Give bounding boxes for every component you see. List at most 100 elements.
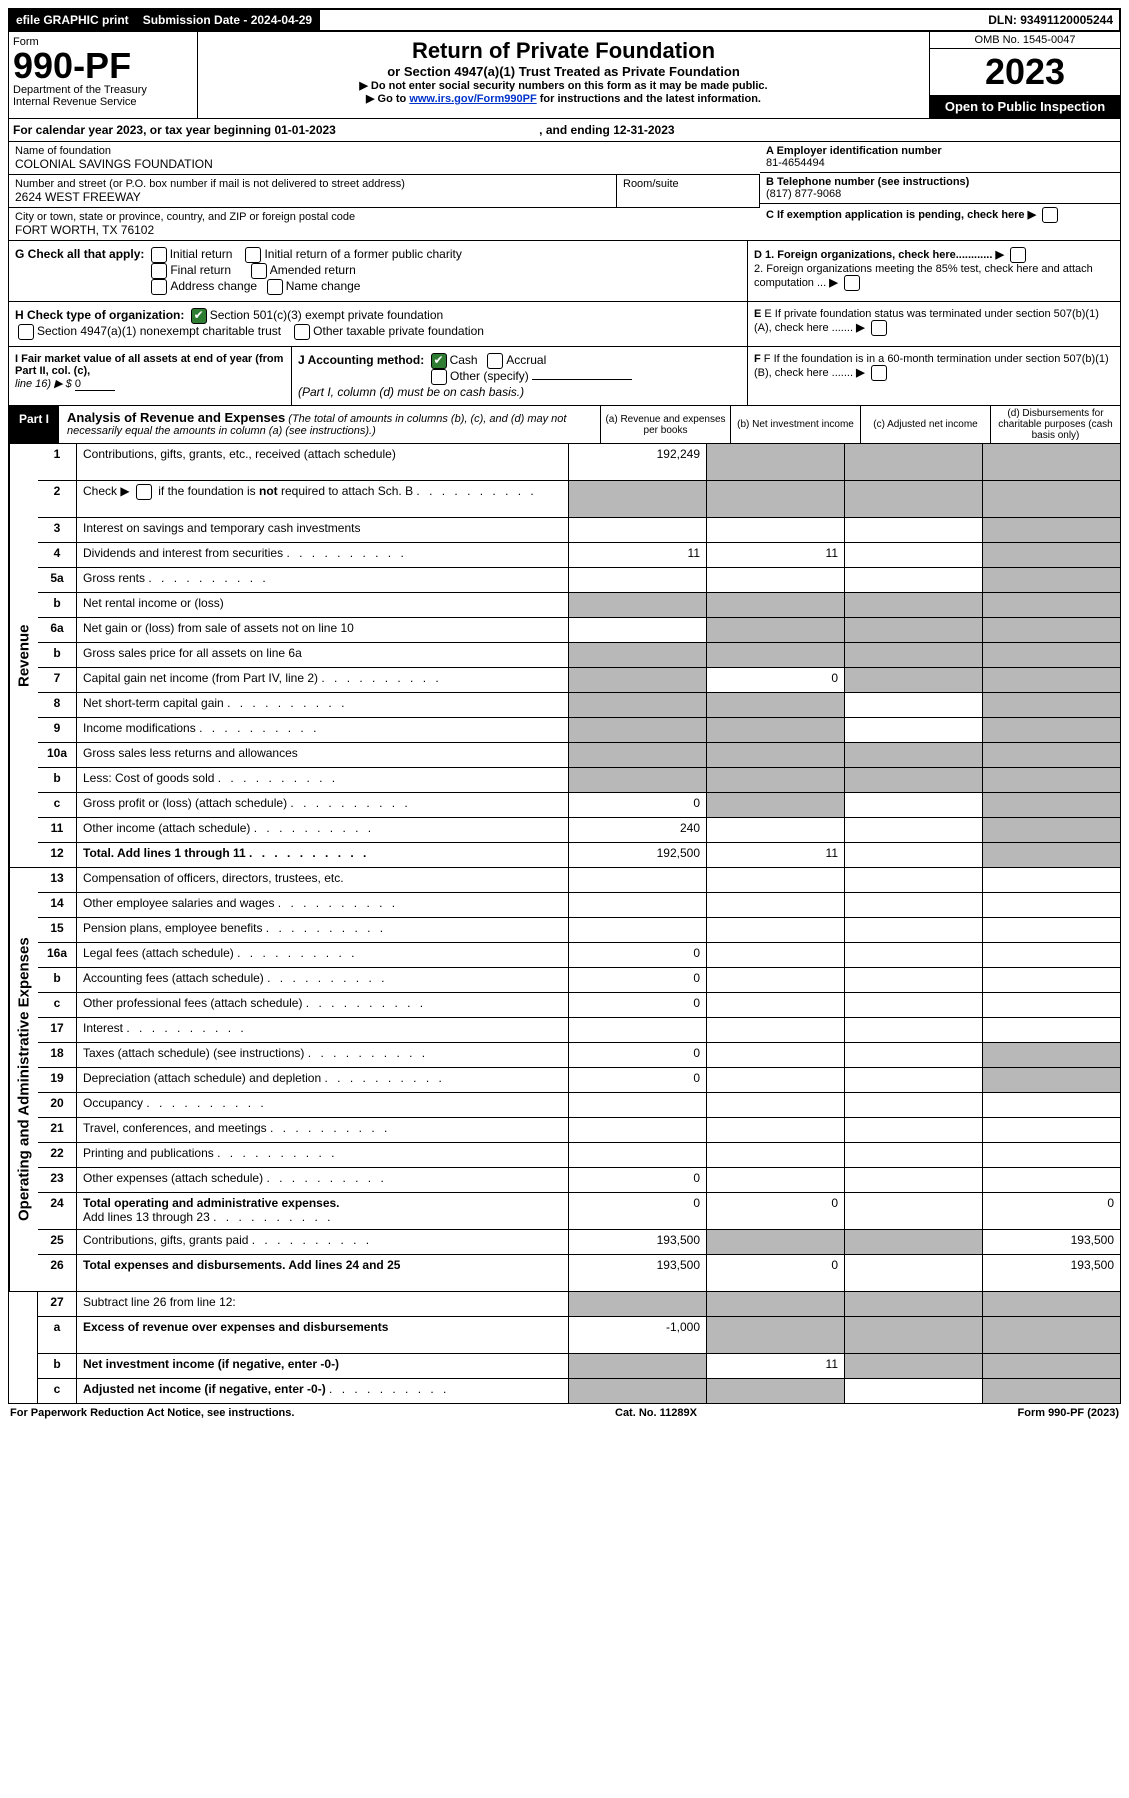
l26-label: Total expenses and disbursements. Add li… bbox=[77, 1255, 569, 1291]
form-number: 990-PF bbox=[13, 48, 193, 84]
l16b-label: Accounting fees (attach schedule) bbox=[77, 968, 569, 992]
chk-other-acct[interactable] bbox=[431, 369, 447, 385]
d2-label: 2. Foreign organizations meeting the 85%… bbox=[754, 263, 1093, 289]
g-o3: Final return bbox=[170, 263, 231, 277]
j-block: J Accounting method: ✔Cash Accrual Other… bbox=[292, 347, 748, 405]
l6a-label: Net gain or (loss) from sale of assets n… bbox=[77, 618, 569, 642]
ein-label: A Employer identification number bbox=[766, 145, 1114, 157]
l22-label: Printing and publications bbox=[77, 1143, 569, 1167]
l25-d: 193,500 bbox=[983, 1230, 1120, 1254]
l11-label: Other income (attach schedule) bbox=[77, 818, 569, 842]
chk-d2[interactable] bbox=[844, 275, 860, 291]
exemption-label: C If exemption application is pending, c… bbox=[766, 209, 1025, 221]
phone-value: (817) 877-9068 bbox=[766, 188, 1114, 200]
irs-link[interactable]: www.irs.gov/Form990PF bbox=[409, 93, 536, 105]
i-label: I Fair market value of all assets at end… bbox=[15, 353, 283, 377]
h-label: H Check type of organization: bbox=[15, 308, 184, 322]
l2-label: Check ▶ if the foundation is not require… bbox=[77, 481, 569, 517]
name-row: Name of foundation COLONIAL SAVINGS FOUN… bbox=[9, 142, 760, 175]
phone-label: B Telephone number (see instructions) bbox=[766, 176, 1114, 188]
j-accrual: Accrual bbox=[506, 353, 546, 367]
chk-d1[interactable] bbox=[1010, 247, 1026, 263]
l24-label: Total operating and administrative expen… bbox=[77, 1193, 569, 1229]
l13-label: Compensation of officers, directors, tru… bbox=[77, 868, 569, 892]
l17-label: Interest bbox=[77, 1018, 569, 1042]
g-o1: Initial return bbox=[170, 247, 233, 261]
city: FORT WORTH, TX 76102 bbox=[15, 223, 754, 237]
l26-a: 193,500 bbox=[569, 1255, 707, 1291]
l10c-label: Gross profit or (loss) (attach schedule) bbox=[77, 793, 569, 817]
l27a-label: Excess of revenue over expenses and disb… bbox=[77, 1317, 569, 1353]
col-d-head: (d) Disbursements for charitable purpose… bbox=[991, 406, 1120, 443]
part1-header: Part I Analysis of Revenue and Expenses … bbox=[8, 406, 1121, 444]
part1-text: Analysis of Revenue and Expenses (The to… bbox=[59, 406, 601, 443]
note2-pre: ▶ Go to bbox=[366, 93, 409, 105]
col-a-head: (a) Revenue and expenses per books bbox=[601, 406, 731, 443]
form-container: efile GRAPHIC print Submission Date - 20… bbox=[8, 8, 1121, 1422]
chk-4947[interactable] bbox=[18, 324, 34, 340]
city-row: City or town, state or province, country… bbox=[9, 208, 760, 240]
chk-501c3[interactable]: ✔ bbox=[191, 308, 207, 324]
cal-end: 12-31-2023 bbox=[613, 123, 674, 137]
chk-other-tax[interactable] bbox=[294, 324, 310, 340]
ein-row: A Employer identification number 81-4654… bbox=[760, 142, 1120, 173]
city-label: City or town, state or province, country… bbox=[15, 211, 754, 223]
footer-center: Cat. No. 11289X bbox=[615, 1407, 697, 1419]
info-block: Name of foundation COLONIAL SAVINGS FOUN… bbox=[8, 142, 1121, 241]
g-label: G Check all that apply: bbox=[15, 247, 144, 261]
chk-initial[interactable] bbox=[151, 247, 167, 263]
dept: Department of the Treasury bbox=[13, 84, 193, 96]
chk-initial-former[interactable] bbox=[245, 247, 261, 263]
chk-name[interactable] bbox=[267, 279, 283, 295]
l10c-a: 0 bbox=[569, 793, 707, 817]
i-line16: line 16) ▶ $ bbox=[15, 378, 72, 390]
g-o4: Amended return bbox=[270, 263, 356, 277]
header-right: OMB No. 1545-0047 2023 Open to Public In… bbox=[929, 32, 1120, 118]
l21-label: Travel, conferences, and meetings bbox=[77, 1118, 569, 1142]
d-block: D 1. Foreign organizations, check here..… bbox=[748, 241, 1120, 301]
addr-label: Number and street (or P.O. box number if… bbox=[15, 178, 610, 190]
l10a-label: Gross sales less returns and allowances bbox=[77, 743, 569, 767]
efile-print[interactable]: efile GRAPHIC print bbox=[10, 10, 137, 30]
line27-section: 27Subtract line 26 from line 12: aExcess… bbox=[8, 1292, 1121, 1404]
l11-a: 240 bbox=[569, 818, 707, 842]
irs: Internal Revenue Service bbox=[13, 96, 193, 108]
l27c-label: Adjusted net income (if negative, enter … bbox=[77, 1379, 569, 1403]
chk-address[interactable] bbox=[151, 279, 167, 295]
l1-label: Contributions, gifts, grants, etc., rece… bbox=[77, 444, 569, 480]
l23-a: 0 bbox=[569, 1168, 707, 1192]
footer-left: For Paperwork Reduction Act Notice, see … bbox=[10, 1407, 294, 1419]
f-text: F If the foundation is in a 60-month ter… bbox=[754, 353, 1109, 379]
e-block: E E If private foundation status was ter… bbox=[748, 302, 1120, 346]
h-o3: Other taxable private foundation bbox=[313, 324, 484, 338]
l16b-a: 0 bbox=[569, 968, 707, 992]
chk-cash[interactable]: ✔ bbox=[431, 353, 447, 369]
e-text: E If private foundation status was termi… bbox=[754, 308, 1099, 334]
l4-label: Dividends and interest from securities bbox=[77, 543, 569, 567]
exemption-checkbox[interactable] bbox=[1042, 207, 1058, 223]
info-left: Name of foundation COLONIAL SAVINGS FOUN… bbox=[9, 142, 760, 240]
phone-row: B Telephone number (see instructions) (8… bbox=[760, 173, 1120, 204]
chk-accrual[interactable] bbox=[487, 353, 503, 369]
chk-amended[interactable] bbox=[251, 263, 267, 279]
l26-b: 0 bbox=[707, 1255, 845, 1291]
i-block: I Fair market value of all assets at end… bbox=[9, 347, 292, 405]
cal-pre: For calendar year 2023, or tax year begi… bbox=[13, 123, 274, 137]
l25-label: Contributions, gifts, grants paid bbox=[77, 1230, 569, 1254]
chk-f[interactable] bbox=[871, 365, 887, 381]
j-other: Other (specify) bbox=[450, 369, 529, 383]
l20-label: Occupancy bbox=[77, 1093, 569, 1117]
revenue-section: Revenue 1Contributions, gifts, grants, e… bbox=[8, 444, 1121, 868]
l24-d: 0 bbox=[983, 1193, 1120, 1229]
l12-label: Total. Add lines 1 through 11 bbox=[77, 843, 569, 867]
chk-e[interactable] bbox=[871, 320, 887, 336]
chk-final[interactable] bbox=[151, 263, 167, 279]
form-header: Form 990-PF Department of the Treasury I… bbox=[8, 32, 1121, 119]
footer-right: Form 990-PF (2023) bbox=[1018, 1407, 1120, 1419]
form-title: Return of Private Foundation bbox=[204, 38, 923, 64]
h-block: H Check type of organization: ✔Section 5… bbox=[9, 302, 748, 346]
h-o1: Section 501(c)(3) exempt private foundat… bbox=[210, 308, 443, 322]
h-o2: Section 4947(a)(1) nonexempt charitable … bbox=[37, 324, 281, 338]
chk-schb[interactable] bbox=[136, 484, 152, 500]
l27b-b: 11 bbox=[707, 1354, 845, 1378]
